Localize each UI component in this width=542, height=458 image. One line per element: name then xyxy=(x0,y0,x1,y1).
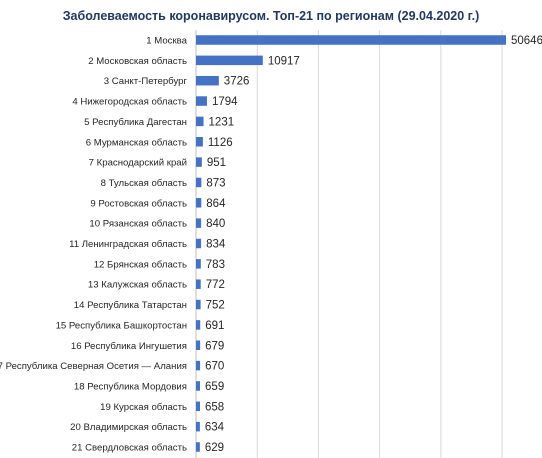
category-label: 15 Республика Башкортостан xyxy=(56,320,187,331)
category-label: 12 Брянская область xyxy=(94,259,187,270)
category-label: 9 Ростовская область xyxy=(90,198,187,209)
data-label: 834 xyxy=(206,239,226,251)
category-label: 17 Республика Северная Осетия — Алания xyxy=(0,361,187,372)
data-label: 783 xyxy=(206,259,225,271)
data-label: 50646 xyxy=(511,35,542,47)
data-label: 772 xyxy=(206,279,225,291)
category-label: 10 Рязанская область xyxy=(89,219,187,230)
category-label: 6 Мурманская область xyxy=(86,137,187,148)
category-label: 5 Республика Дагестан xyxy=(84,117,187,128)
data-label: 752 xyxy=(206,300,225,312)
category-label: 18 Республика Мордовия xyxy=(74,381,187,392)
category-label: 8 Тульская область xyxy=(101,178,187,189)
category-label: 4 Нижегородская область xyxy=(72,97,187,108)
data-label: 864 xyxy=(206,198,226,210)
bar xyxy=(196,442,200,452)
category-label: 19 Курская область xyxy=(100,402,187,413)
bar xyxy=(196,299,201,310)
bar xyxy=(196,238,202,249)
category-label: 2 Московская область xyxy=(88,56,187,67)
category-label: 21 Свердловская область xyxy=(72,443,187,454)
category-label: 20 Владимирская область xyxy=(70,422,187,433)
category-label: 13 Калужская область xyxy=(88,280,187,291)
data-label: 629 xyxy=(205,442,224,454)
bar xyxy=(196,55,263,66)
data-label: 3726 xyxy=(224,76,250,88)
bar xyxy=(196,96,207,106)
data-label: 951 xyxy=(207,157,226,169)
bar xyxy=(196,116,204,127)
category-label: 16 Республика Ингушетия xyxy=(71,341,187,352)
category-label: 3 Санкт-Петербург xyxy=(104,76,188,87)
bar xyxy=(196,198,202,208)
bar xyxy=(196,177,202,188)
data-label: 679 xyxy=(205,340,224,352)
bar xyxy=(196,401,201,412)
data-label: 1794 xyxy=(212,96,238,108)
category-label: 7 Краснодарский край xyxy=(89,158,187,169)
bar xyxy=(196,360,201,371)
bar xyxy=(196,259,201,269)
data-label: 691 xyxy=(205,320,224,332)
bar xyxy=(196,421,200,432)
category-label: 14 Республика Татарстан xyxy=(74,300,187,311)
bar xyxy=(196,75,219,86)
chart-title: Заболеваемость коронавирусом. Топ-21 по … xyxy=(62,9,480,23)
bar xyxy=(196,279,201,289)
data-label: 840 xyxy=(206,218,225,230)
bar xyxy=(196,157,202,167)
data-label: 658 xyxy=(205,401,224,413)
data-label: 634 xyxy=(205,422,225,434)
bar xyxy=(196,381,201,391)
data-label: 1231 xyxy=(209,116,235,128)
data-label: 10917 xyxy=(268,55,300,67)
category-label: 1 Москва xyxy=(146,36,187,47)
bar xyxy=(196,218,202,228)
bar xyxy=(196,35,506,45)
data-label: 670 xyxy=(205,361,224,373)
category-label: 11 Ленинградская область xyxy=(69,239,187,250)
data-label: 1126 xyxy=(208,137,233,149)
bar xyxy=(196,320,201,330)
bar xyxy=(196,340,201,350)
bar xyxy=(196,137,203,147)
data-label: 873 xyxy=(206,177,225,189)
data-label: 659 xyxy=(205,381,224,393)
